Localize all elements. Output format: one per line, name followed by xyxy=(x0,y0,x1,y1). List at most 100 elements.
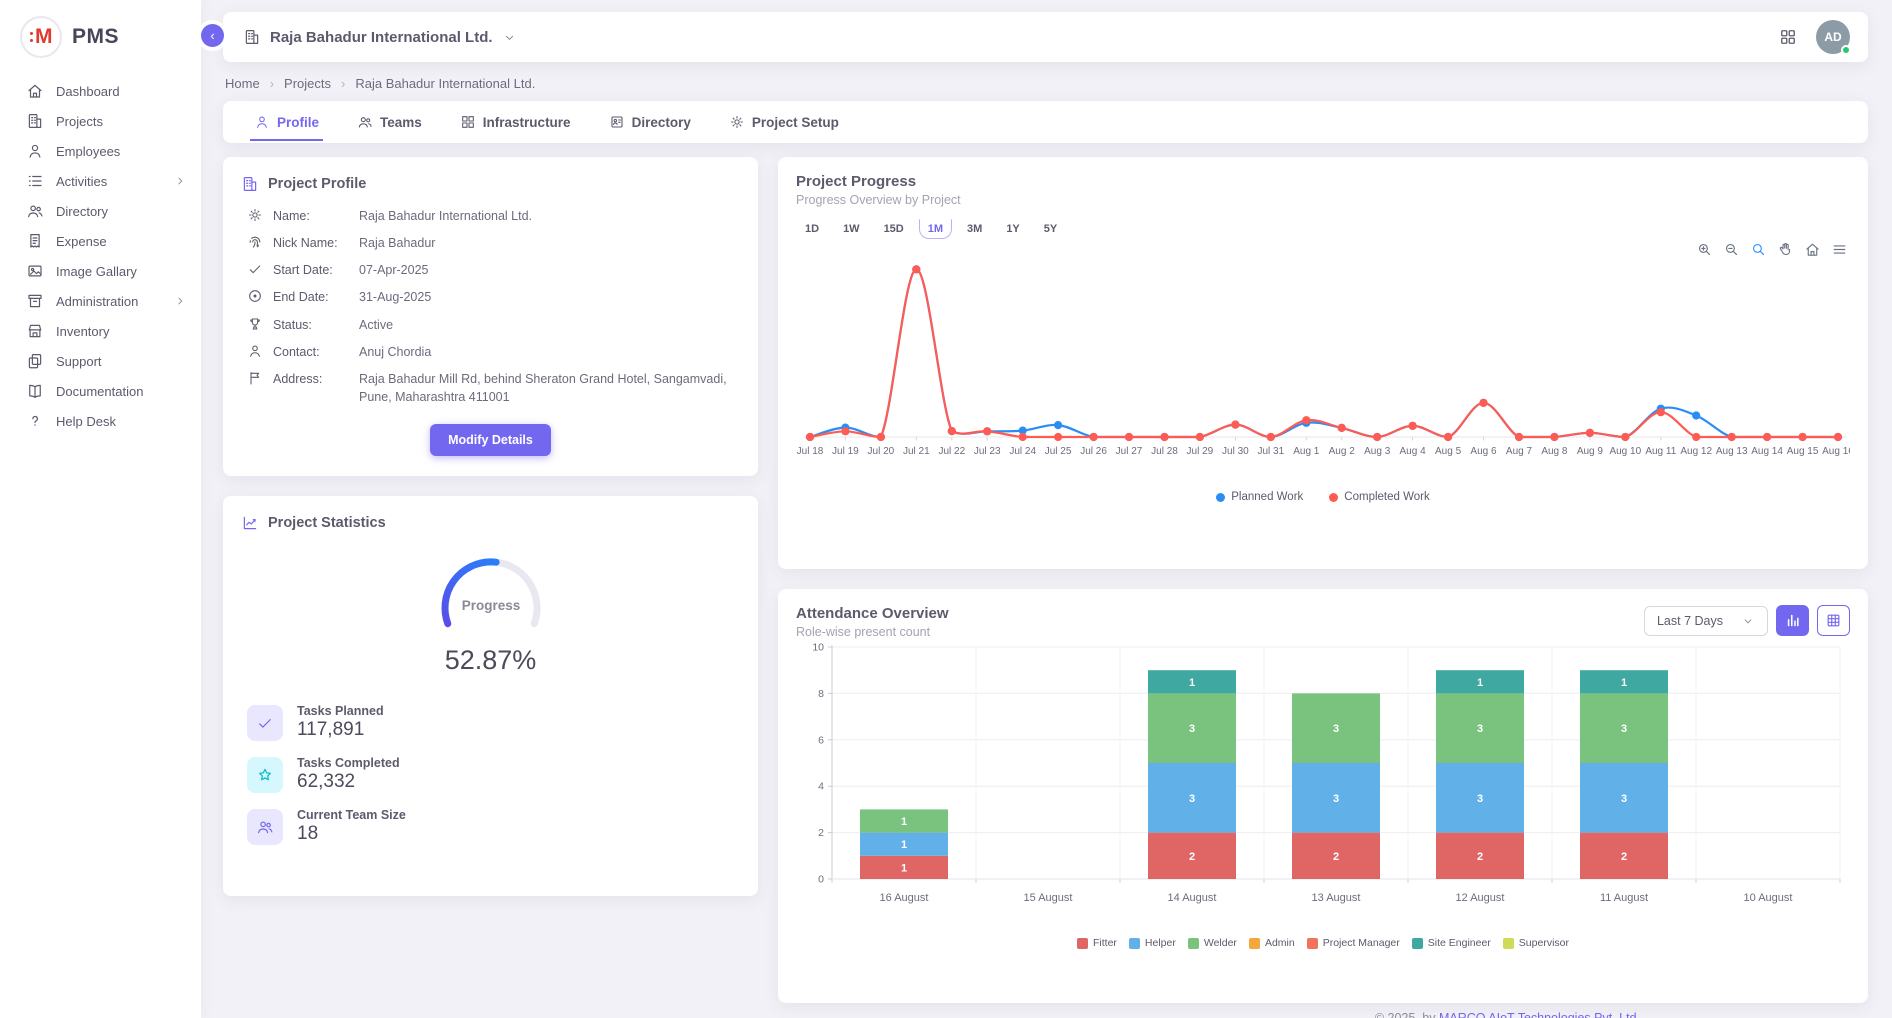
bar-segment-welder-13-august[interactable]: 3 xyxy=(1292,693,1380,763)
sidebar-item-dashboard[interactable]: Dashboard xyxy=(0,76,201,106)
bar-segment-fitter-13-august[interactable]: 2 xyxy=(1292,833,1380,879)
legend-item-welder[interactable]: Welder xyxy=(1188,937,1237,949)
svg-text:Jul 21: Jul 21 xyxy=(903,446,930,457)
sidebar-item-documentation[interactable]: Documentation xyxy=(0,376,201,406)
legend-item-completed-work[interactable]: Completed Work xyxy=(1329,491,1429,503)
bar-segment-welder-11-august[interactable]: 3 xyxy=(1580,693,1668,763)
svg-text:Jul 25: Jul 25 xyxy=(1045,446,1072,457)
legend-item-site-engineer[interactable]: Site Engineer xyxy=(1412,937,1491,949)
apps-grid-button[interactable] xyxy=(1778,27,1798,47)
range-button-1w[interactable]: 1W xyxy=(834,219,869,239)
sidebar-item-expense[interactable]: Expense xyxy=(0,226,201,256)
stat-value: 62,332 xyxy=(297,771,400,793)
sidebar-item-label: Employees xyxy=(56,144,120,159)
bar-segment-site-engineer-14-august[interactable]: 1 xyxy=(1148,670,1236,693)
people-icon xyxy=(256,818,274,836)
tab-infrastructure[interactable]: Infrastructure xyxy=(456,103,575,141)
svg-text:Aug 8: Aug 8 xyxy=(1541,446,1568,457)
line-series-planned-work[interactable] xyxy=(806,265,1842,441)
svg-text:2: 2 xyxy=(1189,851,1195,863)
bar-segment-fitter-16-august[interactable]: 1 xyxy=(860,856,948,879)
logo-icon: M xyxy=(20,16,62,58)
bar-segment-welder-14-august[interactable]: 3 xyxy=(1148,693,1236,763)
sidebar-item-directory[interactable]: Directory xyxy=(0,196,201,226)
sidebar: M PMS Dashboard Projects Employees Activiti… xyxy=(0,0,201,1018)
bar-segment-welder-16-august[interactable]: 1 xyxy=(860,809,948,832)
menu-icon[interactable] xyxy=(1831,241,1848,258)
modify-details-button[interactable]: Modify Details xyxy=(430,424,551,456)
bar-segment-fitter-11-august[interactable]: 2 xyxy=(1580,833,1668,879)
bar-segment-helper-16-august[interactable]: 1 xyxy=(860,833,948,856)
building-icon xyxy=(26,112,44,130)
bar-segment-helper-13-august[interactable]: 3 xyxy=(1292,763,1380,833)
legend-label: Welder xyxy=(1204,937,1237,949)
legend-item-fitter[interactable]: Fitter xyxy=(1077,937,1117,949)
bar-segment-welder-12-august[interactable]: 3 xyxy=(1436,693,1524,763)
tab-directory[interactable]: Directory xyxy=(605,103,695,141)
breadcrumb-item-home[interactable]: Home xyxy=(225,76,260,91)
legend-item-helper[interactable]: Helper xyxy=(1129,937,1176,949)
check-icon xyxy=(247,261,263,277)
range-button-3m[interactable]: 3M xyxy=(958,219,991,239)
svg-text:Aug 14: Aug 14 xyxy=(1751,446,1783,457)
table-view-button[interactable] xyxy=(1817,605,1850,636)
footer-link[interactable]: MARCO AIoT Technologies Pvt. Ltd. xyxy=(1439,1011,1640,1018)
field-value: Raja Bahadur International Ltd. xyxy=(359,207,740,225)
receipt-icon xyxy=(26,232,44,250)
line-series-completed-work[interactable] xyxy=(806,265,1842,441)
bar-segment-helper-11-august[interactable]: 3 xyxy=(1580,763,1668,833)
range-button-5y[interactable]: 5Y xyxy=(1035,219,1066,239)
range-button-15d[interactable]: 15D xyxy=(875,219,913,239)
sidebar-item-label: Projects xyxy=(56,114,103,129)
days-filter-select[interactable]: Last 7 Days xyxy=(1644,606,1768,636)
bar-view-button[interactable] xyxy=(1776,605,1809,636)
sidebar-collapse-button[interactable]: ‹ xyxy=(201,24,224,47)
sidebar-item-employees[interactable]: Employees xyxy=(0,136,201,166)
svg-text:Jul 23: Jul 23 xyxy=(974,446,1001,457)
sidebar-item-help-desk[interactable]: Help Desk xyxy=(0,406,201,436)
avatar[interactable]: AD xyxy=(1816,20,1850,54)
sidebar-menu: Dashboard Projects Employees ActivitiesDire… xyxy=(0,76,201,436)
project-progress-chart[interactable]: Jul 18Jul 19Jul 20Jul 21Jul 22Jul 23Jul … xyxy=(796,239,1850,491)
range-button-1y[interactable]: 1Y xyxy=(997,219,1028,239)
tab-profile[interactable]: Profile xyxy=(250,103,323,141)
sidebar-item-inventory[interactable]: Inventory xyxy=(0,316,201,346)
help-icon xyxy=(26,412,44,430)
pan-hand-icon[interactable] xyxy=(1777,241,1794,258)
sidebar-item-activities[interactable]: Activities xyxy=(0,166,201,196)
person-icon xyxy=(247,343,263,359)
zoom-out-icon[interactable] xyxy=(1723,241,1740,258)
sidebar-item-image-gallary[interactable]: Image Gallary xyxy=(0,256,201,286)
bar-segment-fitter-12-august[interactable]: 2 xyxy=(1436,833,1524,879)
home-icon[interactable] xyxy=(1804,241,1821,258)
online-status-dot xyxy=(1841,45,1851,55)
sidebar-item-label: Documentation xyxy=(56,384,143,399)
avatar-initials: AD xyxy=(1824,30,1841,44)
app-logo[interactable]: M PMS xyxy=(0,0,201,76)
sidebar-item-administration[interactable]: Administration xyxy=(0,286,201,316)
range-button-1m[interactable]: 1M xyxy=(919,219,952,239)
legend-item-supervisor[interactable]: Supervisor xyxy=(1503,937,1569,949)
sidebar-item-support[interactable]: Support xyxy=(0,346,201,376)
zoom-in-icon[interactable] xyxy=(1696,241,1713,258)
building-icon xyxy=(241,175,259,193)
bar-segment-site-engineer-11-august[interactable]: 1 xyxy=(1580,670,1668,693)
svg-text:0: 0 xyxy=(818,874,824,886)
legend-item-project-manager[interactable]: Project Manager xyxy=(1307,937,1400,949)
legend-item-planned-work[interactable]: Planned Work xyxy=(1216,491,1303,503)
bar-segment-site-engineer-12-august[interactable]: 1 xyxy=(1436,670,1524,693)
attendance-bar-chart[interactable]: 024681011116 August15 August233114 Augus… xyxy=(796,639,1850,937)
company-selector[interactable]: Raja Bahadur International Ltd. xyxy=(243,28,517,46)
breadcrumb-item-projects[interactable]: Projects xyxy=(284,76,331,91)
bar-segment-helper-12-august[interactable]: 3 xyxy=(1436,763,1524,833)
range-button-1d[interactable]: 1D xyxy=(796,219,828,239)
tab-teams[interactable]: Teams xyxy=(353,103,426,141)
search-icon[interactable] xyxy=(1750,241,1767,258)
svg-text:Aug 1: Aug 1 xyxy=(1293,446,1320,457)
sidebar-item-projects[interactable]: Projects xyxy=(0,106,201,136)
field-value: Raja Bahadur Mill Rd, behind Sheraton Gr… xyxy=(359,370,740,406)
tab-project-setup[interactable]: Project Setup xyxy=(725,103,843,141)
bar-segment-helper-14-august[interactable]: 3 xyxy=(1148,763,1236,833)
bar-segment-fitter-14-august[interactable]: 2 xyxy=(1148,833,1236,879)
legend-item-admin[interactable]: Admin xyxy=(1249,937,1295,949)
